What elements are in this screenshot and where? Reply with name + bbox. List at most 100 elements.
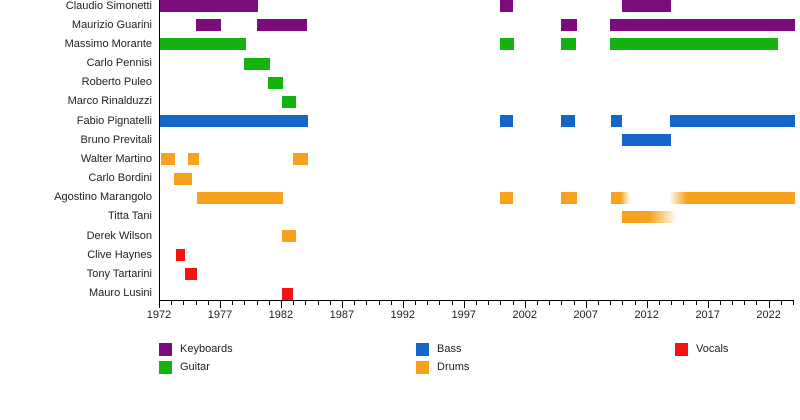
- minor-tick: [500, 301, 502, 305]
- member-row-label: Fabio Pignatelli: [76, 114, 152, 127]
- minor-tick: [354, 301, 356, 305]
- legend-label: Drums: [437, 360, 470, 373]
- member-row-label: Clive Haynes: [87, 248, 152, 261]
- legend-label: Vocals: [696, 343, 729, 355]
- major-tick: [707, 301, 709, 308]
- timeline-bar: [622, 210, 678, 223]
- minor-tick: [756, 301, 758, 305]
- minor-tick: [695, 301, 697, 305]
- minor-tick: [244, 301, 246, 305]
- x-tick-label: 1987: [329, 309, 355, 321]
- timeline-bar: [161, 153, 175, 166]
- major-tick: [220, 301, 221, 308]
- x-tick-label: 1997: [451, 309, 477, 321]
- timeline-bar: [173, 172, 192, 185]
- major-tick: [646, 301, 648, 308]
- minor-tick: [207, 301, 209, 305]
- minor-tick: [671, 301, 673, 305]
- timeline-bar: [195, 19, 222, 32]
- minor-tick: [378, 301, 380, 305]
- member-row-label: Claudio Simonetti: [65, 0, 152, 12]
- member-row-label: Tony Tartarini: [86, 267, 152, 280]
- member-row-label: Bruno Previtali: [80, 133, 152, 146]
- minor-tick: [488, 301, 490, 305]
- major-tick: [341, 301, 343, 308]
- minor-tick: [232, 301, 234, 305]
- x-axis-line: [159, 300, 794, 301]
- guitar-color-swatch: [159, 360, 172, 374]
- minor-tick: [634, 301, 636, 305]
- member-row-label: Maurizio Guarini: [71, 18, 152, 31]
- timeline-bar: [561, 191, 578, 204]
- timeline-bar: [188, 153, 200, 166]
- x-tick-label: 2002: [512, 309, 538, 321]
- timeline-bar: [561, 19, 578, 32]
- timeline-bar: [282, 95, 296, 108]
- legend-label: Guitar: [180, 360, 210, 373]
- major-tick: [768, 301, 770, 308]
- member-row-label: Walter Martino: [80, 152, 152, 165]
- timeline-bar: [611, 115, 623, 128]
- minor-tick: [744, 301, 746, 305]
- vocals-color-swatch: [675, 343, 688, 356]
- member-row-label: Agostino Marangolo: [54, 191, 152, 204]
- minor-tick: [719, 301, 721, 305]
- timeline-bar: [282, 230, 296, 243]
- minor-tick: [317, 301, 319, 305]
- timeline-bar: [500, 38, 514, 51]
- member-row-label: Massimo Morante: [64, 37, 152, 50]
- major-tick: [524, 301, 526, 308]
- x-tick-label: 2017: [695, 309, 720, 321]
- member-row-label: Mauro Lusini: [89, 287, 152, 300]
- major-tick: [585, 301, 587, 308]
- timeline-bar: [561, 38, 576, 51]
- member-row-label: Carlo Pennisi: [86, 57, 152, 69]
- timeline-bar: [610, 19, 796, 32]
- minor-tick: [366, 301, 368, 305]
- minor-tick: [622, 301, 624, 305]
- drums-color-swatch: [416, 360, 429, 374]
- timeline-bar: [159, 38, 246, 51]
- minor-tick: [793, 301, 794, 305]
- timeline-bar: [500, 0, 513, 12]
- timeline-bar: [669, 115, 796, 128]
- timeline-bar: [196, 191, 284, 204]
- x-tick-label: 1972: [146, 309, 172, 321]
- timeline-bar: [293, 153, 308, 166]
- minor-tick: [683, 301, 685, 305]
- member-row-label: Derek Wilson: [86, 229, 152, 242]
- minor-tick: [512, 301, 514, 305]
- legend-label: Keyboards: [180, 343, 233, 355]
- minor-tick: [451, 301, 453, 305]
- x-tick-label: 2022: [756, 309, 781, 321]
- minor-tick: [329, 301, 331, 305]
- x-tick-label: 1977: [207, 309, 233, 321]
- member-row-label: Marco Rinalduzzi: [67, 95, 152, 108]
- minor-tick: [183, 301, 185, 305]
- minor-tick: [732, 301, 733, 305]
- major-tick: [280, 301, 282, 308]
- minor-tick: [171, 301, 173, 305]
- x-tick-label: 2012: [634, 309, 659, 321]
- major-tick: [159, 301, 160, 308]
- minor-tick: [390, 301, 392, 305]
- minor-tick: [610, 301, 612, 305]
- keyboards-color-swatch: [159, 343, 172, 356]
- timeline-bar: [500, 115, 513, 128]
- minor-tick: [293, 301, 295, 305]
- timeline-bar: [184, 268, 197, 281]
- timeline-bar: [561, 115, 575, 128]
- timeline-bar: [244, 57, 270, 70]
- timeline-bar: [282, 287, 294, 300]
- timeline-bar: [176, 249, 185, 262]
- minor-tick: [427, 301, 429, 305]
- minor-tick: [549, 301, 551, 305]
- minor-tick: [305, 301, 307, 305]
- major-tick: [463, 301, 465, 308]
- minor-tick: [780, 301, 782, 305]
- timeline-bar: [500, 191, 513, 204]
- timeline-bar: [622, 134, 672, 147]
- minor-tick: [658, 301, 660, 305]
- member-row-label: Roberto Puleo: [81, 76, 152, 89]
- minor-tick: [256, 301, 258, 305]
